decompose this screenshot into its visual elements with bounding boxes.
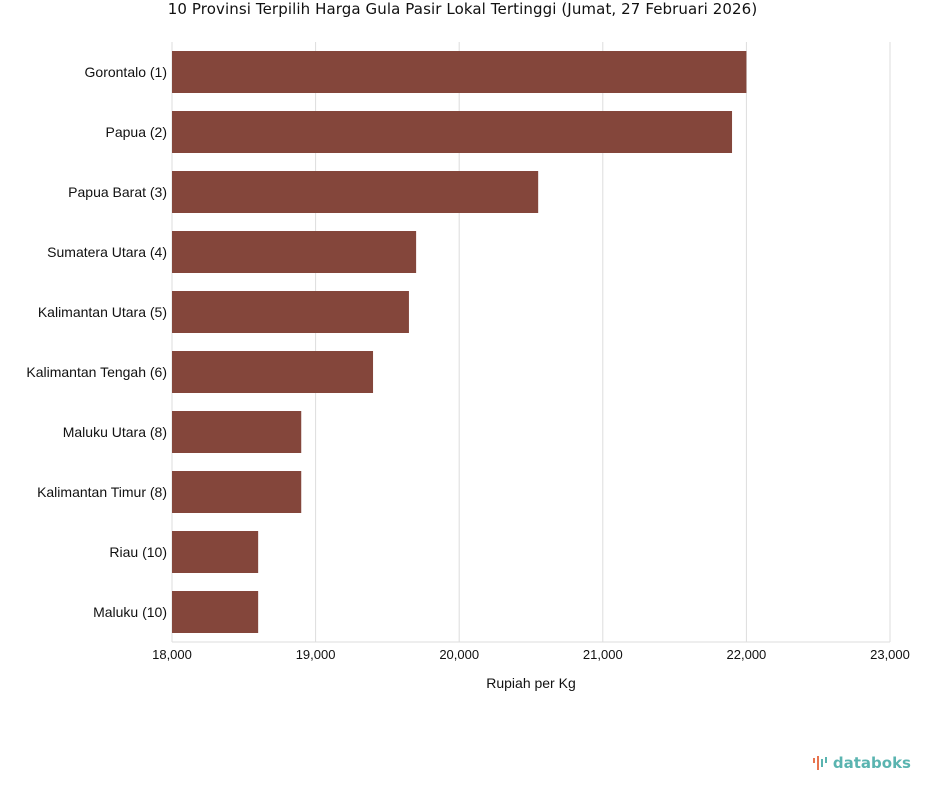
x-axis-title: Rupiah per Kg: [486, 675, 576, 691]
bar: [172, 51, 747, 93]
bar: [172, 471, 302, 513]
x-tick-label: 18,000: [152, 647, 192, 662]
bar: [172, 411, 302, 453]
bar: [172, 531, 259, 573]
bar: [172, 351, 374, 393]
x-tick-label: 21,000: [583, 647, 623, 662]
category-label: Riau (10): [109, 544, 167, 560]
x-tick-label: 23,000: [870, 647, 910, 662]
bar: [172, 111, 733, 153]
brand-logo: databoks: [812, 754, 911, 772]
bar: [172, 591, 259, 633]
x-tick-label: 22,000: [727, 647, 767, 662]
category-label: Gorontalo (1): [85, 64, 167, 80]
bar: [172, 291, 409, 333]
bars: [172, 51, 747, 633]
chart-title: 10 Provinsi Terpilih Harga Gula Pasir Lo…: [167, 0, 758, 18]
databoks-logo-icon: [812, 756, 827, 770]
category-labels: Gorontalo (1) Papua (2) Papua Barat (3) Sum…: [26, 64, 167, 620]
x-tick-labels: 18,000 19,000 20,000 21,000 22,000 23,000: [152, 647, 910, 662]
category-label: Kalimantan Tengah (6): [26, 364, 167, 380]
category-label: Papua Barat (3): [68, 184, 167, 200]
category-label: Kalimantan Utara (5): [38, 304, 167, 320]
category-label: Papua (2): [106, 124, 167, 140]
category-label: Maluku Utara (8): [63, 424, 167, 440]
bar: [172, 231, 417, 273]
brand-name: databoks: [832, 754, 911, 772]
bar: [172, 171, 539, 213]
category-label: Maluku (10): [93, 604, 167, 620]
category-label: Sumatera Utara (4): [47, 244, 167, 260]
x-tick-label: 19,000: [296, 647, 336, 662]
x-tick-label: 20,000: [439, 647, 479, 662]
category-label: Kalimantan Timur (8): [37, 484, 167, 500]
